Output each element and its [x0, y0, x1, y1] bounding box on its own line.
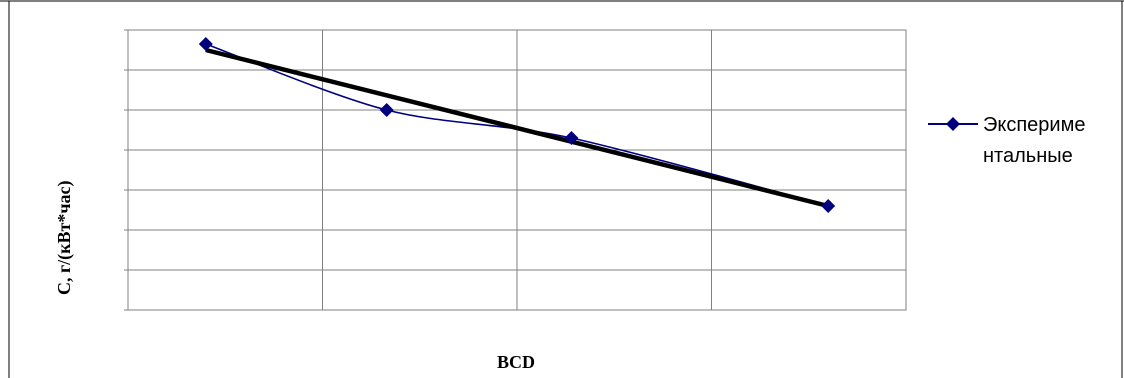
- legend-label-line-2: нтальные: [983, 145, 1073, 167]
- data-point-marker: [379, 103, 394, 117]
- series-experimental-line: [205, 43, 829, 207]
- legend: Экспериме нтальные: [928, 114, 1085, 167]
- data-point-marker: [564, 131, 579, 145]
- x-axis-title: BCD: [497, 352, 535, 372]
- plot-area: [124, 29, 907, 311]
- series-layer: [198, 37, 836, 213]
- y-axis-title: С, г/(кВт*час): [54, 180, 75, 295]
- series-trendline: [205, 47, 829, 209]
- data-point-marker: [821, 199, 836, 213]
- legend-marker-diamond: [946, 117, 960, 131]
- legend-label-line-1: Экспериме: [983, 114, 1085, 136]
- data-point-marker: [198, 37, 213, 51]
